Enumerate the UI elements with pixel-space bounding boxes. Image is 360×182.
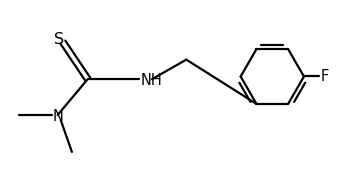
- Text: N: N: [52, 108, 63, 124]
- Text: S: S: [54, 31, 64, 47]
- Text: F: F: [320, 69, 329, 84]
- Text: NH: NH: [141, 73, 163, 88]
